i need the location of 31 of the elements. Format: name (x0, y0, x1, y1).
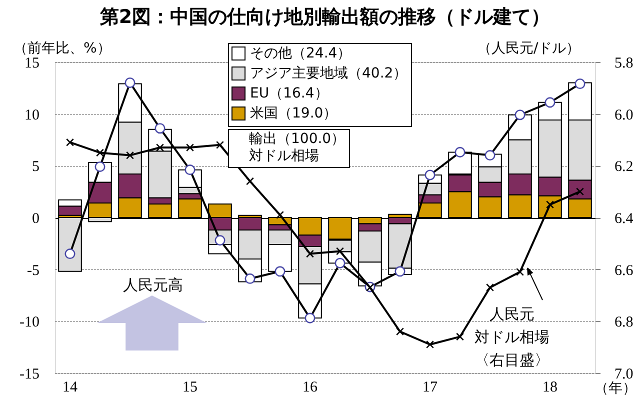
y2-tick-label: 7.0 (614, 366, 634, 382)
y2-tick-label: 6.6 (614, 262, 634, 279)
y2-tick-label: 6.0 (614, 107, 634, 124)
y-tick-label: 5 (32, 159, 40, 176)
y-tick-label: -5 (27, 262, 40, 279)
y-tick-label: 10 (24, 107, 40, 124)
y2-tick-label: 6.2 (614, 159, 634, 176)
legend-label: 米国（19.0） (250, 106, 338, 122)
x-tick-label: 18 (542, 380, 558, 396)
y2-tick-label: 6.8 (614, 314, 634, 331)
series-label: 対ドル相場 (249, 148, 319, 164)
annotation: 人民元対ドル相場〈右目盛〉 (474, 305, 550, 369)
x-tick-label: 15 (182, 380, 198, 396)
y-tick-label: 0 (32, 211, 40, 227)
y-axis-title: （前年比、%） (14, 40, 111, 56)
y2-tick-label: 5.8 (614, 56, 634, 72)
y2-axis-title: （人民元/ドル） (478, 40, 580, 56)
legend-label: アジア主要地域（40.2） (250, 66, 408, 82)
legend-label: その他（24.4） (250, 46, 352, 62)
x-tick-label: 17 (422, 380, 438, 396)
y-tick-label: -10 (20, 314, 40, 331)
chart-title: 第2図：中国の仕向け地別輸出額の推移（ドル建て） (98, 6, 550, 28)
annotation: 人民元高 (123, 276, 183, 294)
text: 輸出（100.0） (249, 131, 346, 147)
x-axis-title: （年） (594, 380, 635, 396)
y-tick-label: 15 (24, 56, 40, 72)
y-tick-label: -15 (20, 366, 40, 382)
legend-label: EU（16.4） (250, 86, 328, 102)
y2-tick-label: 6.4 (614, 211, 634, 227)
x-tick-label: 14 (62, 380, 78, 396)
x-tick-label: 16 (302, 380, 318, 396)
